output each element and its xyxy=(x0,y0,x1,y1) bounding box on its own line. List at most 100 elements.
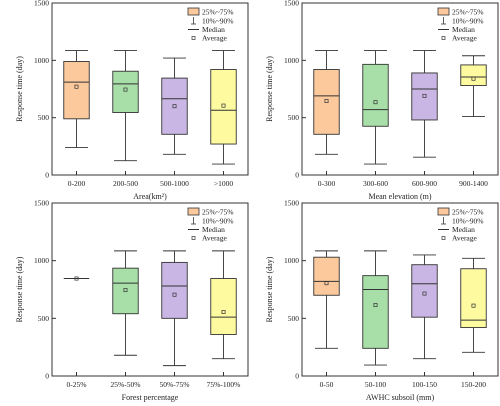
mean-marker xyxy=(471,303,476,308)
legend-swatch-average xyxy=(441,36,446,40)
y-tick-label: 1000 xyxy=(284,256,299,265)
y-tick-label: 0 xyxy=(45,171,49,180)
x-tick-label: 75%-100% xyxy=(207,380,241,389)
chart-panel-2: 0 500 1000 1500 Response time (day) Mean elev… xyxy=(265,0,499,201)
plot-frame xyxy=(301,202,499,377)
mean-marker xyxy=(74,84,79,89)
chart-panel-1: 0 500 1000 1500 Response time (day) Area(km²)… xyxy=(15,0,249,201)
legend-label-iqr: 25%~75% xyxy=(452,208,484,217)
box-iqr xyxy=(313,256,340,296)
box-iqr xyxy=(411,72,438,121)
box-iqr xyxy=(161,261,188,319)
x-tick-label: 25%-50% xyxy=(111,380,141,389)
legend-swatch-average xyxy=(191,236,196,240)
y-axis-title: Response time (day) xyxy=(265,256,274,322)
mean-marker xyxy=(172,292,177,297)
x-tick-label: 0-50 xyxy=(320,380,334,389)
box-iqr xyxy=(362,275,389,349)
legend-label-whisker: 10%~90% xyxy=(452,217,484,226)
legend-label-median: Median xyxy=(202,25,225,34)
plot-frame xyxy=(51,2,249,176)
mean-marker xyxy=(324,99,329,103)
mean-marker xyxy=(422,291,427,296)
box-iqr xyxy=(210,69,237,145)
y-tick-label: 500 xyxy=(38,314,50,323)
legend-swatch-average xyxy=(441,236,446,240)
legend-label-iqr: 25%~75% xyxy=(452,8,484,17)
mean-marker xyxy=(373,100,378,105)
mean-marker xyxy=(172,104,177,109)
box-iqr xyxy=(161,77,188,135)
x-tick-label: >1000 xyxy=(214,179,233,188)
y-tick-label: 1000 xyxy=(34,256,49,265)
box-iqr xyxy=(210,278,237,335)
x-axis-title: Forest percentage xyxy=(122,393,179,402)
mean-marker xyxy=(422,93,427,98)
legend-swatch-iqr xyxy=(437,7,450,16)
mean-marker xyxy=(221,103,226,108)
mean-marker xyxy=(123,288,128,293)
mean-marker xyxy=(221,310,226,314)
x-tick-label: 100-150 xyxy=(412,380,437,389)
y-tick-label: 500 xyxy=(288,113,300,122)
y-tick-label: 500 xyxy=(288,314,300,323)
legend-label-average: Average xyxy=(202,234,228,243)
y-tick-label: 1500 xyxy=(284,0,299,8)
x-tick-label: 50-100 xyxy=(365,380,386,389)
x-axis-title: Mean elevation (m) xyxy=(368,192,431,201)
y-tick-label: 0 xyxy=(45,372,49,381)
x-tick-label: 600-900 xyxy=(412,179,437,188)
x-tick-label: 300-600 xyxy=(363,179,388,188)
box-iqr xyxy=(460,268,487,329)
y-tick-label: 0 xyxy=(295,171,299,180)
chart-panel-3: 0 500 1000 1500 Response time (day) Forest pe… xyxy=(15,199,249,402)
legend-label-median: Median xyxy=(452,25,475,34)
box-iqr xyxy=(460,64,487,87)
x-tick-label: 50%-75% xyxy=(160,380,190,389)
mean-marker xyxy=(471,76,476,81)
legend-label-whisker: 10%~90% xyxy=(202,217,234,226)
legend-label-whisker: 10%~90% xyxy=(452,17,484,26)
legend-label-iqr: 25%~75% xyxy=(202,8,234,17)
mean-marker xyxy=(74,276,79,281)
y-tick-label: 1000 xyxy=(284,56,299,65)
y-axis-title: Response time (day) xyxy=(265,56,274,122)
legend-label-average: Average xyxy=(202,34,228,43)
y-tick-label: 1500 xyxy=(284,199,299,208)
legend-swatch-iqr xyxy=(437,207,450,216)
plot-frame xyxy=(301,2,499,176)
mean-marker xyxy=(123,87,128,92)
x-axis-title: AWHC subsoil (mm) xyxy=(366,393,435,402)
y-tick-label: 1000 xyxy=(34,56,49,65)
x-tick-label: 0-200 xyxy=(68,179,86,188)
legend-swatch-iqr xyxy=(187,7,200,16)
y-axis-title: Response time (day) xyxy=(15,56,24,122)
box-iqr xyxy=(112,70,139,113)
legend-swatch-iqr xyxy=(187,207,200,216)
x-tick-label: 900-1400 xyxy=(459,179,488,188)
x-tick-label: 500-1000 xyxy=(160,179,189,188)
legend-label-median: Median xyxy=(202,225,225,234)
x-axis-title: Area(km²) xyxy=(133,192,167,201)
x-tick-label: 200-500 xyxy=(113,179,138,188)
box-iqr xyxy=(313,69,340,135)
box-iqr xyxy=(362,63,389,127)
y-tick-label: 1500 xyxy=(34,0,49,8)
y-tick-label: 0 xyxy=(295,372,299,381)
x-tick-label: 0-300 xyxy=(318,179,336,188)
y-tick-label: 500 xyxy=(38,113,50,122)
chart-panel-4: 0 500 1000 1500 Response time (day) AWHC subs… xyxy=(265,199,499,402)
box-iqr xyxy=(411,264,438,318)
legend-label-median: Median xyxy=(452,225,475,234)
legend-swatch-average xyxy=(191,36,196,40)
legend-label-average: Average xyxy=(452,234,478,243)
mean-marker xyxy=(373,303,378,308)
plot-frame xyxy=(51,202,249,377)
y-axis-title: Response time (day) xyxy=(15,256,24,322)
x-tick-label: 0-25% xyxy=(67,380,87,389)
box-iqr xyxy=(63,61,90,120)
